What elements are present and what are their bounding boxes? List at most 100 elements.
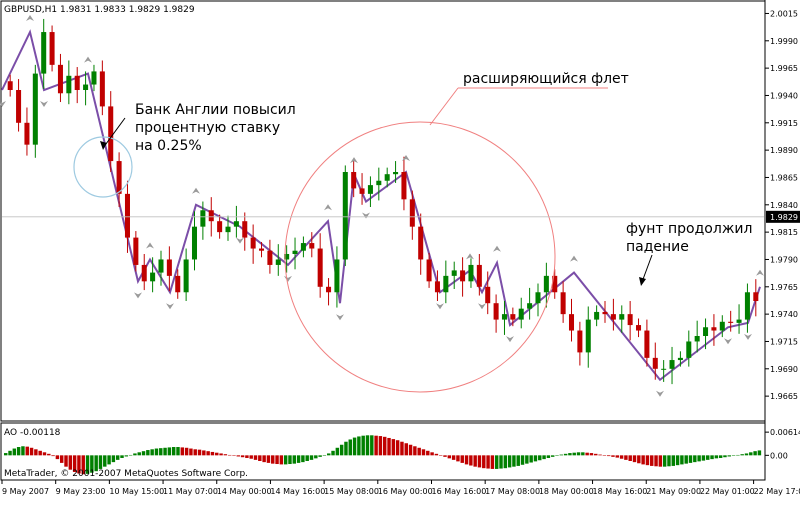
ao-bar xyxy=(318,455,322,457)
ao-bar xyxy=(443,455,447,457)
ao-bar xyxy=(637,455,641,464)
candle-body xyxy=(326,286,332,293)
time-tick-label: 16 May 16:00 xyxy=(431,487,486,496)
ao-bar xyxy=(404,443,408,456)
ao-bar xyxy=(744,453,749,456)
candle-body xyxy=(150,272,156,282)
ao-tick-label: 0.00614 xyxy=(770,428,800,437)
price-tick-label: 1.9840 xyxy=(770,201,798,210)
fractal-up-arrow xyxy=(146,242,154,249)
candle-body xyxy=(200,210,206,227)
fractal-down-arrow xyxy=(656,390,664,397)
price-tick-label: 1.9890 xyxy=(770,146,798,155)
ao-bar xyxy=(460,455,464,463)
ao-bar xyxy=(421,449,426,456)
ao-bar xyxy=(383,436,387,456)
time-tick-label: 15 May 08:00 xyxy=(324,487,379,496)
ao-bar xyxy=(292,455,297,464)
candle-body xyxy=(225,226,231,233)
candle-body xyxy=(367,185,373,194)
ao-bar xyxy=(611,455,615,457)
candle-body xyxy=(460,270,466,282)
ao-bar xyxy=(210,451,215,456)
price-tick-label: 1.9715 xyxy=(770,337,798,346)
ao-bar xyxy=(550,455,555,457)
candle-body xyxy=(351,172,357,189)
ao-bar xyxy=(137,452,141,456)
ao-bar xyxy=(296,455,301,463)
time-tick-label: 10 May 15:00 xyxy=(109,487,164,496)
ao-bar xyxy=(357,436,361,456)
candle-body xyxy=(259,248,265,251)
ao-bar xyxy=(516,455,520,466)
time-tick-label: 18 May 00:00 xyxy=(539,487,594,496)
ao-bar xyxy=(434,453,439,456)
ao-bar xyxy=(327,453,331,456)
ao-bar xyxy=(456,455,460,462)
fractal-down-arrow xyxy=(744,333,752,340)
ao-bar xyxy=(262,455,266,463)
candle-body xyxy=(669,360,675,369)
fractals-group xyxy=(0,15,764,397)
ao-bar xyxy=(529,455,533,463)
fractal-down-arrow xyxy=(166,303,174,310)
ao-bar xyxy=(154,448,159,456)
ao-bar xyxy=(662,455,667,467)
ao-bar xyxy=(477,455,482,468)
ao-bar xyxy=(525,455,529,464)
ao-bar xyxy=(572,452,576,456)
candle-body xyxy=(485,286,491,304)
ao-bar xyxy=(568,453,572,456)
price-tick-label: 1.9665 xyxy=(770,392,798,401)
candle-body xyxy=(661,368,667,370)
ao-bar xyxy=(266,455,271,463)
candle-body xyxy=(183,259,189,293)
fractal-up-arrow xyxy=(570,255,578,262)
candle-body xyxy=(711,327,717,331)
current-price-label: 1.9829 xyxy=(770,213,798,222)
ao-bar xyxy=(667,455,671,467)
ao-bar xyxy=(68,455,73,470)
fractal-up-arrow xyxy=(350,157,358,164)
ao-bar xyxy=(606,455,611,457)
ao-bar xyxy=(64,455,68,467)
time-tick-label: 9 May 23:00 xyxy=(56,487,106,496)
candle-body xyxy=(359,188,365,194)
ao-bar xyxy=(753,451,757,456)
ao-bar xyxy=(490,455,495,469)
ao-bar xyxy=(236,455,241,457)
candle-body xyxy=(694,336,700,342)
ao-bar xyxy=(408,444,413,456)
candle-body xyxy=(16,90,22,123)
candle-body xyxy=(703,327,709,336)
ao-bar xyxy=(731,455,736,456)
fall-arrow xyxy=(639,254,653,286)
fall-annotation-line2: падение xyxy=(626,239,689,255)
time-tick-label: 14 May 16:00 xyxy=(270,487,325,496)
ao-bar xyxy=(585,452,589,456)
ao-bar xyxy=(275,455,279,465)
candle-body xyxy=(677,357,683,361)
ao-bar xyxy=(628,455,632,461)
fractal-down-arrow xyxy=(284,275,292,282)
candle-body xyxy=(543,275,549,293)
ao-tick-label: 0.00 xyxy=(770,451,788,460)
time-tick-label: 18 May 16:00 xyxy=(593,487,648,496)
ao-bar xyxy=(684,455,688,464)
fractal-up-arrow xyxy=(192,187,200,194)
copyright-text: MetaTrader, © 2001-2007 MetaQuotes Softw… xyxy=(4,469,248,479)
candle-body xyxy=(418,226,424,260)
ao-axis-ticks: 0.00614 0.00 xyxy=(765,428,800,460)
candle-body xyxy=(426,259,432,282)
candle-body xyxy=(242,221,248,238)
ao-bar xyxy=(322,455,327,456)
candle-body xyxy=(124,193,130,238)
fractal-down-arrow xyxy=(40,101,48,107)
time-tick-label: 22 May 17:00 xyxy=(754,487,800,496)
price-tick-label: 1.9965 xyxy=(770,64,798,73)
ao-bar xyxy=(72,455,77,472)
time-tick-label: 11 May 07:00 xyxy=(163,487,218,496)
ao-histogram xyxy=(4,435,762,475)
boe-highlight-circle xyxy=(73,136,133,198)
ao-bar xyxy=(167,447,172,456)
